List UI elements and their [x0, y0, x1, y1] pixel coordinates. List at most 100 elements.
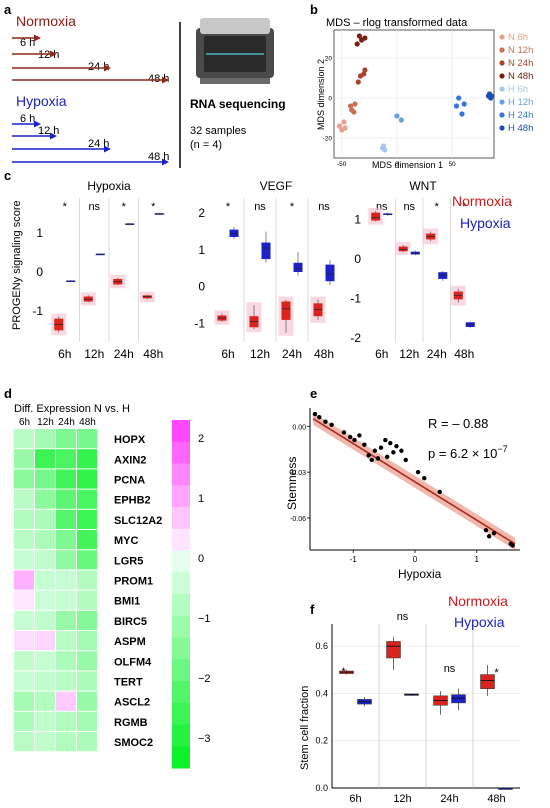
mds-point — [485, 93, 492, 99]
hypoxia-arrows — [12, 120, 169, 166]
progeny-y-axis-label: PROGENy signaling score — [11, 200, 23, 330]
mds-xtick-label: -50 — [337, 161, 347, 168]
normoxia-box — [281, 301, 291, 320]
progeny-facets: Hypoxia 1 0 -1 6h * 12h ns 24h * 48h * VEGF 2 1 0 -1 6h * 1… — [32, 179, 478, 361]
hypoxia-box — [95, 253, 105, 256]
mds-point — [453, 103, 460, 109]
mds-point — [352, 101, 358, 107]
heatmap-cell — [56, 489, 76, 509]
heatmap-cell — [56, 610, 76, 630]
stem-xtick-label: 12h — [393, 793, 411, 805]
significance-label: * — [435, 201, 440, 213]
significance-label: * — [462, 201, 467, 213]
legend-normoxia: Normoxia — [452, 193, 512, 209]
significance-label: ns — [318, 201, 330, 213]
heatmap-cell — [14, 449, 34, 469]
significance-label: ns — [254, 201, 266, 213]
mds-points — [336, 33, 495, 153]
mds-point — [354, 41, 360, 47]
heatmap-cell — [35, 429, 55, 449]
scale-band — [172, 528, 190, 551]
heatmap-cell — [35, 711, 55, 731]
panel-a: a Normoxia 6 h 12 h 24 h 48 h Hypoxia 6 … — [4, 2, 286, 168]
correlation-plot: -1 0 1 0.00 -0.03 -0.06 — [290, 408, 520, 564]
mds-ytick-label: 20 — [325, 56, 333, 63]
heatmap-cell — [77, 550, 97, 570]
heatmap-cell — [35, 590, 55, 610]
heatmap-cell — [35, 651, 55, 671]
correlation-x-axis-label: Hypoxia — [398, 567, 442, 581]
heatmap-cell — [77, 610, 97, 630]
heatmap-cell — [56, 691, 76, 711]
normoxia-arrows — [12, 34, 169, 84]
heatmap-cell — [77, 590, 97, 610]
scale-band — [172, 659, 190, 682]
mds-legend-marker — [499, 125, 505, 131]
scale-band — [172, 594, 190, 617]
corr-point — [399, 448, 404, 453]
mds-title: MDS – rlog transformed data — [326, 17, 468, 29]
heatmap-cell — [56, 469, 76, 489]
stem-significance-label: ns — [444, 663, 456, 675]
heatmap-cell — [14, 530, 34, 550]
mds-legend-marker — [499, 112, 505, 118]
mds-point — [351, 109, 357, 115]
corr-point — [437, 489, 442, 495]
heatmap-cell — [77, 671, 97, 691]
mds-point — [342, 125, 348, 131]
panel-c-letter: c — [4, 168, 11, 183]
heatmap-cell — [14, 732, 34, 752]
mds-ytick-label: -20 — [323, 136, 333, 143]
heatmap-cell — [56, 550, 76, 570]
corr-ytick-label: -0.06 — [290, 516, 306, 523]
heatmap-row-labels: HOPX AXIN2 PCNA EPHB2 SLC12A2 MYC LGR5 PROM1 BMI… — [114, 434, 162, 749]
heatmap-cell — [77, 651, 97, 671]
hypoxia-title: Hypoxia — [16, 93, 67, 109]
scale-band — [172, 550, 190, 573]
normoxia-time-12h: 12 h — [38, 49, 59, 61]
facet-xtick-label: 6h — [58, 347, 71, 361]
heatmap-cell — [14, 691, 34, 711]
corr-point — [375, 456, 381, 461]
heatmap-cell — [77, 509, 97, 529]
scale-tick-label: 2 — [198, 433, 204, 445]
mds-yticks: -20 0 20 — [323, 56, 333, 143]
scale-band — [172, 637, 190, 660]
corr-point — [391, 450, 396, 455]
heatmap-cell — [14, 570, 34, 590]
heatmap-cell — [14, 509, 34, 529]
mds-legend-label: H 6h — [508, 84, 528, 95]
normoxia-box — [371, 212, 381, 221]
facet-vegf: VEGF 2 1 0 -1 6h * 12h ns 24h * 48h ns — [194, 179, 338, 361]
normoxia-arrow-head-0 — [34, 34, 41, 42]
heatmap-cell — [35, 631, 55, 651]
scale-band — [172, 507, 190, 530]
mds-point — [381, 143, 387, 149]
heatmap-cell — [14, 469, 34, 489]
heatmap-cell — [35, 732, 55, 752]
facet-xtick-label: 24h — [427, 347, 447, 361]
mds-point — [355, 79, 361, 85]
facet-xtick-label: 24h — [114, 347, 134, 361]
corr-point — [362, 442, 367, 447]
mds-point — [382, 147, 388, 153]
corr-fit-line — [312, 418, 516, 545]
mds-point — [341, 119, 347, 125]
mds-point — [356, 33, 362, 39]
heatmap-row-label: SLC12A2 — [114, 515, 162, 527]
hypoxia-box — [325, 264, 335, 282]
hypoxia-arrow-head-1 — [50, 132, 57, 140]
hypoxia-box — [66, 280, 76, 283]
facet-ytick-label: -2 — [350, 331, 361, 345]
corr-point — [383, 437, 388, 443]
heatmap-cells — [14, 429, 97, 752]
facet-ytick-label: 0 — [198, 280, 205, 294]
hypoxia-box — [261, 242, 271, 260]
sequencer-icon — [196, 18, 274, 84]
heatmap-cell — [56, 651, 76, 671]
mds-point — [347, 103, 354, 109]
heatmap-color-scale: 2 1 0 −1 −2 −3 — [172, 420, 211, 769]
significance-label: * — [290, 201, 295, 213]
